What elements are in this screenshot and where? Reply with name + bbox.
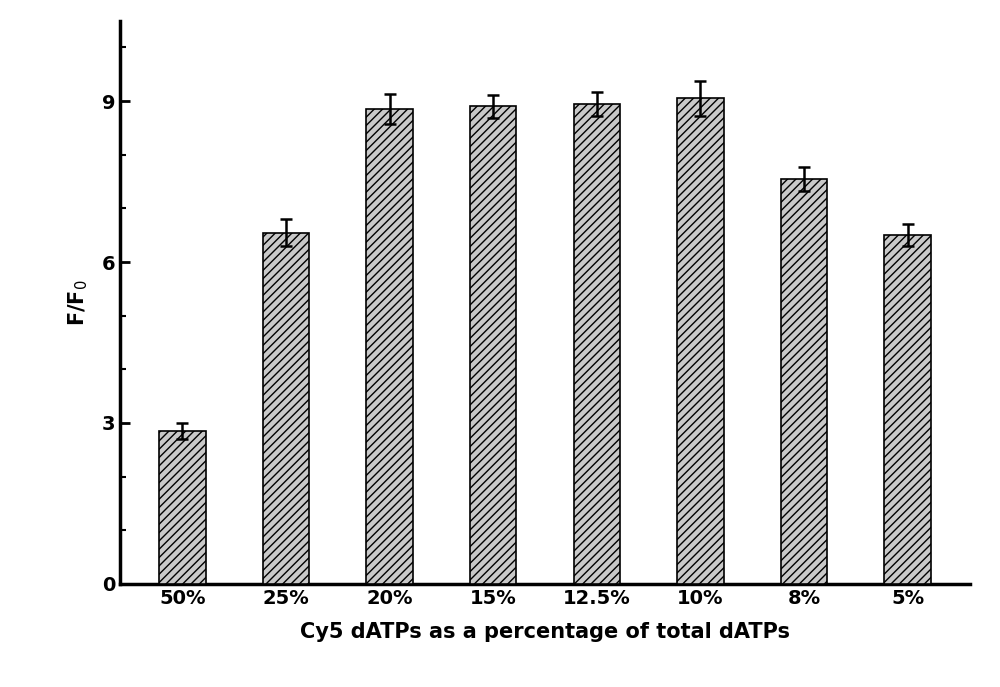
Bar — [677, 98, 724, 584]
Bar — [366, 109, 413, 584]
Bar — [574, 104, 620, 584]
Bar — [159, 431, 206, 584]
Bar — [263, 232, 309, 584]
Bar — [470, 106, 516, 584]
X-axis label: Cy5 dATPs as a percentage of total dATPs: Cy5 dATPs as a percentage of total dATPs — [300, 622, 790, 642]
Y-axis label: F/F$_0$: F/F$_0$ — [67, 279, 90, 326]
Bar — [884, 235, 931, 584]
Bar — [781, 179, 827, 584]
